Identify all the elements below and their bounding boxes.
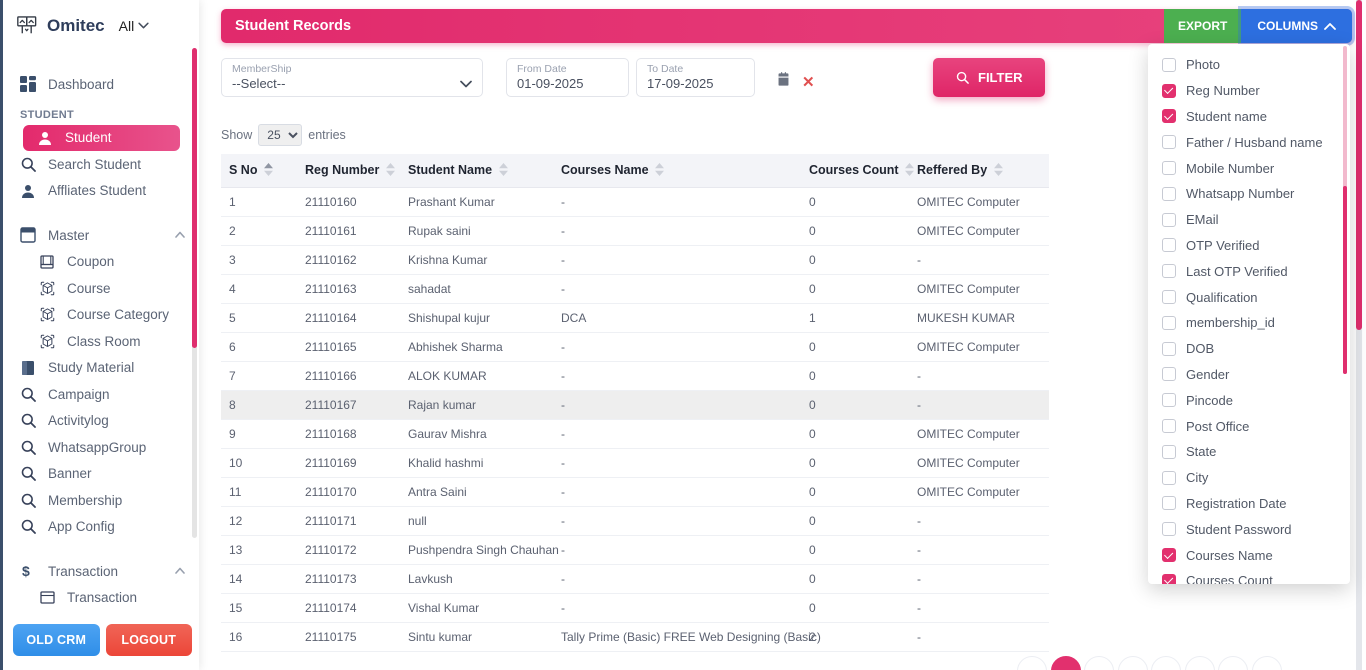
svg-text:$: $	[22, 563, 30, 579]
